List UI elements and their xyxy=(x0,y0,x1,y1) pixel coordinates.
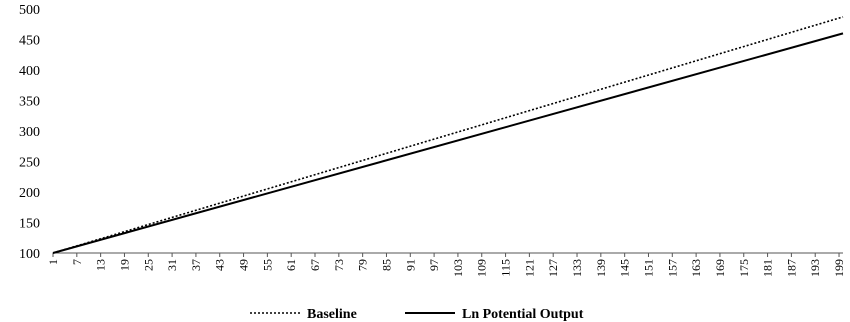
y-tick-label: 450 xyxy=(19,34,40,49)
x-tick-label: 187 xyxy=(784,259,798,277)
x-tick-label: 163 xyxy=(689,259,703,277)
y-tick-label: 100 xyxy=(19,247,40,262)
x-tick-label: 145 xyxy=(618,259,632,277)
x-tick-label: 85 xyxy=(379,259,393,271)
x-tick-label: 91 xyxy=(403,259,417,271)
x-tick-label: 1 xyxy=(46,259,60,265)
x-tick-label: 103 xyxy=(451,259,465,277)
x-tick-label: 181 xyxy=(761,259,775,277)
x-tick-label: 169 xyxy=(713,259,727,277)
x-tick-label: 37 xyxy=(189,259,203,271)
x-tick-label: 157 xyxy=(665,259,679,277)
series-line xyxy=(52,32,844,254)
x-tick-label: 175 xyxy=(737,259,751,277)
y-tick-label: 150 xyxy=(19,217,40,232)
x-tick-label: 19 xyxy=(117,259,131,271)
x-tick-label: 139 xyxy=(594,259,608,277)
y-tick-label: 250 xyxy=(19,156,40,171)
x-tick-label: 127 xyxy=(546,259,560,277)
y-tick-label: 400 xyxy=(19,64,40,79)
y-axis: 100 150 200 250 300 350 400 450 500 xyxy=(19,3,40,262)
legend-label: Ln Potential Output xyxy=(462,307,584,322)
series-line xyxy=(52,16,844,254)
x-tick-label: 97 xyxy=(427,259,441,271)
x-tick-label: 49 xyxy=(237,259,251,271)
x-tick-label: 31 xyxy=(165,259,179,271)
x-tick-label: 133 xyxy=(570,259,584,277)
x-tick-label: 7 xyxy=(70,259,84,265)
x-tick-label: 151 xyxy=(641,259,655,277)
x-axis: 1 7 13 19 25 31 37 43 49 55 61 67 73 79 85 91 97 103 109 11… xyxy=(46,252,846,277)
x-tick-label: 199 xyxy=(832,259,846,277)
x-tick-label: 67 xyxy=(308,259,322,271)
x-tick-label: 121 xyxy=(522,259,536,277)
x-tick-label: 55 xyxy=(260,259,274,271)
x-tick-label: 61 xyxy=(284,259,298,271)
x-tick-label: 109 xyxy=(475,259,489,277)
x-tick-label: 79 xyxy=(356,259,370,271)
x-tick-label: 25 xyxy=(141,259,155,271)
y-tick-label: 500 xyxy=(19,3,40,18)
x-tick-label: 43 xyxy=(213,259,227,271)
legend-label: Baseline xyxy=(307,307,357,322)
x-tick-label: 73 xyxy=(332,259,346,271)
x-tick-label: 193 xyxy=(808,259,822,277)
y-tick-label: 300 xyxy=(19,125,40,140)
series-layer xyxy=(52,16,844,254)
y-tick-label: 200 xyxy=(19,186,40,201)
legend: Baseline Ln Potential Output xyxy=(250,307,584,322)
x-tick-label: 13 xyxy=(94,259,108,271)
y-tick-label: 350 xyxy=(19,95,40,110)
x-tick-label: 115 xyxy=(499,259,513,277)
